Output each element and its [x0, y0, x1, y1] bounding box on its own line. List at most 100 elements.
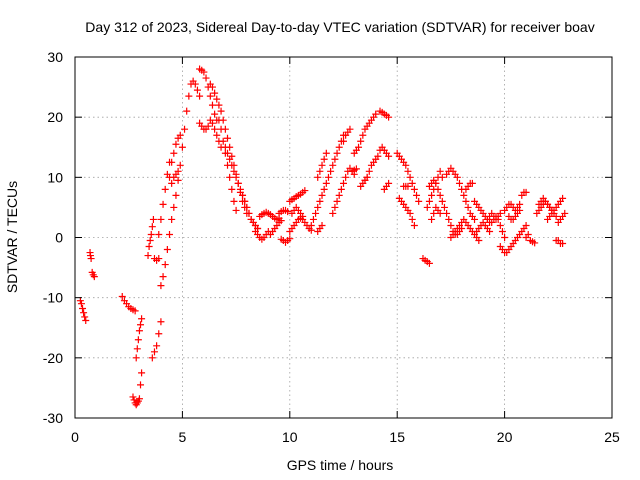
series-seg14: [196, 65, 240, 214]
data-point: [204, 122, 212, 130]
data-point: [159, 200, 167, 208]
data-point: [193, 86, 201, 94]
data-point: [404, 167, 412, 175]
data-point: [385, 152, 393, 160]
series-seg39: [395, 194, 418, 229]
series-seg9: [150, 255, 163, 264]
data-point: [137, 381, 145, 389]
data-point: [496, 209, 504, 217]
y-tick-label: 10: [47, 169, 63, 185]
series-seg15: [196, 116, 225, 151]
data-point: [408, 215, 416, 223]
data-point: [161, 185, 169, 193]
series-seg54: [518, 188, 530, 199]
series-seg2: [86, 249, 98, 281]
data-point: [213, 95, 221, 103]
data-point: [208, 83, 216, 91]
series-seg24: [286, 214, 315, 235]
data-point: [234, 179, 242, 187]
data-point: [430, 209, 438, 217]
data-point: [329, 209, 337, 217]
data-point: [333, 149, 341, 157]
data-point: [464, 203, 472, 211]
data-point: [346, 125, 354, 133]
data-point: [135, 395, 143, 403]
series-seg31: [340, 125, 354, 145]
data-point: [172, 140, 180, 148]
data-point: [87, 255, 95, 263]
data-point: [174, 176, 182, 184]
data-point: [146, 237, 154, 245]
axis-ticks: 0 5 10 15 20 25 -30 -20 -10 0 10 20 30: [43, 49, 620, 445]
data-point: [134, 336, 142, 344]
y-tick-label: -20: [43, 350, 63, 366]
series-seg5: [132, 315, 146, 362]
data-point: [217, 107, 225, 115]
series-seg27: [307, 131, 347, 229]
data-point: [413, 191, 421, 199]
data-point: [443, 209, 451, 217]
data-point: [230, 197, 238, 205]
series-seg49: [473, 218, 494, 235]
series-seg38: [393, 149, 423, 205]
data-point: [211, 110, 219, 118]
data-point: [559, 194, 567, 202]
data-point: [436, 191, 444, 199]
data-point: [329, 161, 337, 169]
data-point: [224, 134, 232, 142]
data-point: [221, 125, 229, 133]
data-point: [86, 252, 94, 260]
series-seg33: [348, 165, 360, 175]
data-point: [438, 197, 446, 205]
data-point: [316, 197, 324, 205]
y-tick-label: 0: [55, 230, 63, 246]
series-seg51: [496, 221, 530, 257]
data-point: [236, 185, 244, 193]
data-point: [475, 237, 483, 245]
series-seg59: [526, 237, 539, 247]
series-seg10: [157, 77, 204, 290]
data-point: [309, 215, 317, 223]
data-point: [501, 234, 509, 241]
data-point: [232, 173, 240, 181]
data-point: [213, 131, 221, 139]
data-point: [148, 354, 156, 362]
data-point: [496, 221, 504, 229]
y-tick-label: 20: [47, 109, 63, 125]
series-seg1: [76, 297, 90, 325]
data-point: [168, 179, 176, 187]
series-seg11: [155, 158, 174, 238]
data-point: [468, 179, 476, 187]
data-point: [178, 143, 186, 151]
series-seg41: [419, 255, 433, 267]
data-point: [552, 212, 560, 220]
data-point: [352, 165, 360, 173]
data-point: [440, 203, 448, 211]
data-point: [137, 321, 145, 329]
data-point: [324, 173, 332, 181]
data-point: [327, 167, 335, 175]
series-seg36: [376, 107, 393, 121]
x-tick-label: 25: [604, 429, 620, 445]
data-point: [359, 131, 367, 139]
data-point: [81, 313, 89, 321]
data-point: [363, 173, 371, 181]
series-seg32: [350, 110, 380, 157]
data-point: [232, 206, 240, 214]
data-point: [284, 208, 292, 216]
data-point: [221, 143, 229, 151]
data-point: [183, 107, 191, 115]
data-point: [385, 113, 393, 121]
x-tick-label: 0: [71, 429, 79, 445]
data-point: [76, 297, 84, 305]
data-point: [314, 173, 322, 181]
data-point: [144, 252, 152, 260]
data-point: [228, 161, 236, 169]
series-seg8: [148, 318, 165, 362]
data-point: [320, 155, 328, 163]
data-point: [155, 330, 163, 338]
data-point: [149, 215, 157, 223]
data-point: [516, 206, 524, 214]
series-seg43: [425, 176, 466, 238]
